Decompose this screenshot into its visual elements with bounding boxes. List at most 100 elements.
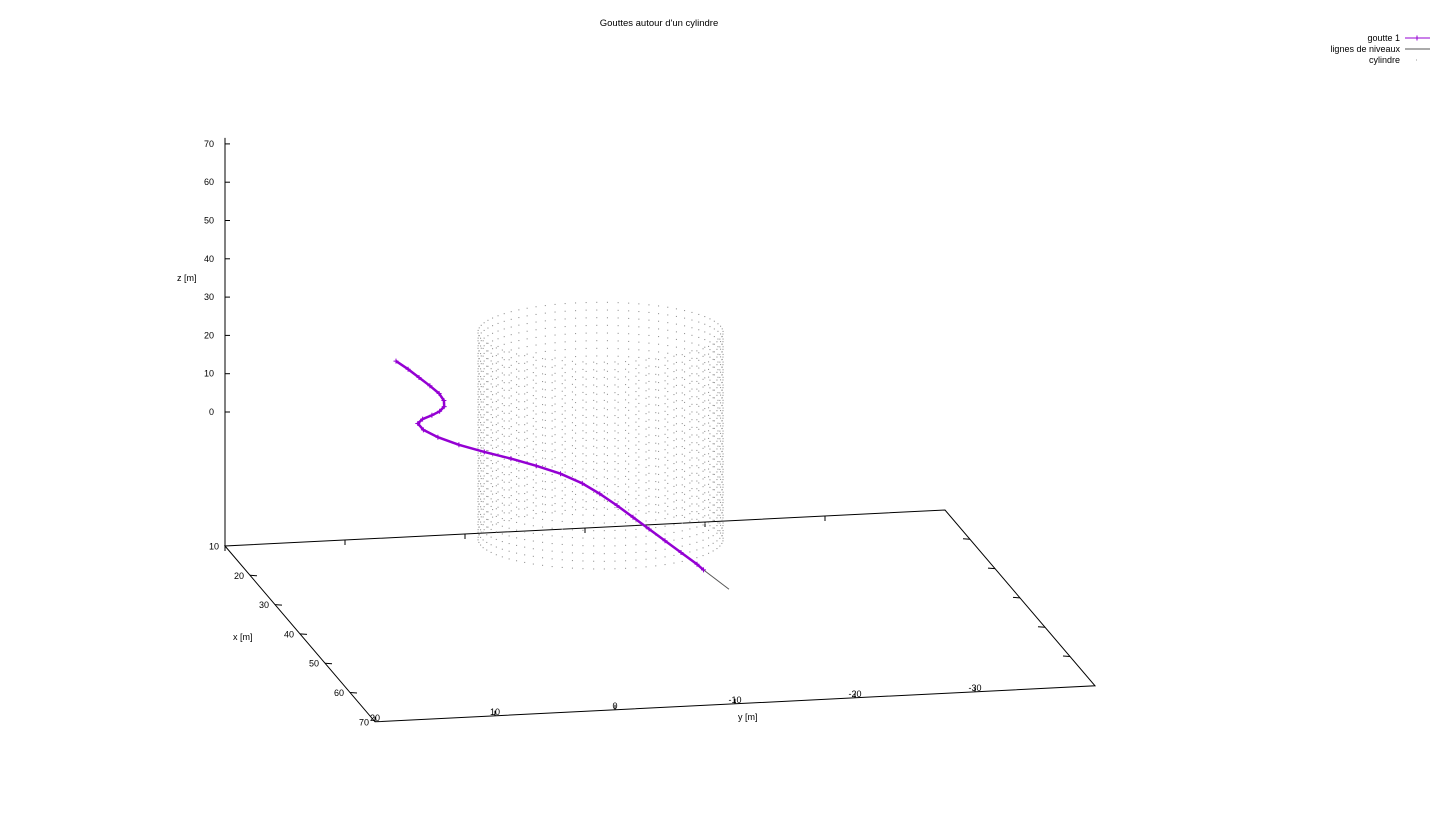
cylinder-point	[544, 427, 546, 429]
cylinder-point	[501, 541, 503, 543]
cylinder-point	[664, 510, 666, 512]
cylinder-point	[480, 332, 482, 334]
cylinder-point	[571, 414, 573, 416]
cylinder-point	[689, 421, 691, 423]
cylinder-point	[492, 363, 494, 365]
cylinder-point	[480, 391, 482, 393]
z-tick-label: 30	[204, 292, 214, 302]
cylinder-point	[603, 530, 605, 532]
cylinder-point	[673, 386, 675, 388]
cylinder-point	[575, 486, 577, 488]
cylinder-point	[655, 373, 657, 375]
cylinder-point	[696, 534, 698, 536]
x-tick-label: 70	[359, 717, 369, 727]
cylinder-point	[582, 414, 584, 416]
cylinder-point	[508, 558, 510, 560]
cylinder-point	[691, 350, 693, 352]
cylinder-point	[544, 343, 546, 345]
cylinder-point	[497, 499, 499, 501]
cylinder-point	[606, 317, 608, 319]
cylinder-point	[478, 358, 480, 360]
cylinder-point	[482, 416, 484, 418]
cylinder-point	[721, 481, 723, 483]
cylinder-point	[582, 468, 584, 470]
cylinder-point	[681, 400, 683, 402]
cylinder-point	[501, 357, 503, 359]
cylinder-point	[487, 511, 489, 513]
cylinder-point	[524, 523, 526, 525]
cylinder-point	[716, 379, 718, 381]
cylinder-point	[625, 414, 627, 416]
cylinder-point	[486, 534, 488, 536]
cylinder-point	[480, 416, 482, 418]
cylinder-point	[648, 511, 650, 513]
cylinder-point	[625, 521, 627, 523]
cylinder-point	[635, 421, 637, 423]
cylinder-point	[518, 431, 520, 433]
cylinder-point	[477, 455, 479, 457]
droplet-point	[420, 427, 426, 433]
cylinder-point	[689, 390, 691, 392]
cylinder-point	[704, 408, 706, 410]
cylinder-point	[571, 521, 573, 523]
cylinder-point	[564, 486, 566, 488]
cylinder-point	[712, 412, 714, 414]
cylinder-point	[664, 556, 666, 558]
cylinder-point	[719, 507, 721, 509]
cylinder-point	[532, 532, 534, 534]
cylinder-point	[497, 384, 499, 386]
cylinder-point	[628, 310, 630, 312]
cylinder-point	[596, 432, 598, 434]
cylinder-point	[691, 434, 693, 436]
cylinder-point	[712, 450, 714, 452]
cylinder-point	[606, 301, 608, 303]
cylinder-point	[483, 475, 485, 477]
cylinder-point	[501, 487, 503, 489]
cylinder-point	[571, 560, 573, 562]
cylinder-point	[667, 391, 669, 393]
cylinder-point	[716, 517, 718, 519]
cylinder-point	[508, 497, 510, 499]
cylinder-point	[575, 317, 577, 319]
cylinder-point	[702, 478, 704, 480]
cylinder-point	[645, 428, 647, 430]
cylinder-point	[655, 488, 657, 490]
cylinder-point	[495, 370, 497, 372]
cylinder-point	[625, 460, 627, 462]
cylinder-point	[722, 341, 724, 343]
cylinder-point	[596, 439, 598, 441]
cylinder-point	[524, 401, 526, 403]
x-tick-mark	[299, 633, 308, 635]
cylinder-point	[708, 345, 710, 347]
cylinder-point	[698, 375, 700, 377]
cylinder-point	[554, 357, 556, 359]
cylinder-point	[708, 499, 710, 501]
cylinder-point	[667, 368, 669, 370]
axes-box	[223, 137, 1097, 723]
cylinder-point	[696, 503, 698, 505]
cylinder-point	[480, 376, 482, 378]
cylinder-point	[551, 405, 553, 407]
cylinder-point	[698, 490, 700, 492]
cylinder-point	[681, 484, 683, 486]
cylinder-point	[648, 373, 650, 375]
cylinder-point	[681, 499, 683, 501]
cylinder-point	[593, 568, 595, 570]
cylinder-point	[571, 529, 573, 531]
cylinder-point	[544, 481, 546, 483]
cylinder-point	[709, 486, 711, 488]
cylinder-point	[526, 384, 528, 386]
cylinder-point	[571, 475, 573, 477]
cylinder-point	[478, 457, 480, 459]
cylinder-point	[503, 512, 505, 514]
cylinder-point	[477, 521, 479, 523]
cylinder-point	[532, 471, 534, 473]
cylinder-point	[487, 373, 489, 375]
cylinder-point	[480, 521, 482, 523]
cylinder-point	[582, 453, 584, 455]
cylinder-point	[698, 428, 700, 430]
cylinder-point	[698, 513, 700, 515]
cylinder-point	[617, 401, 619, 403]
cylinder-point	[477, 383, 479, 385]
